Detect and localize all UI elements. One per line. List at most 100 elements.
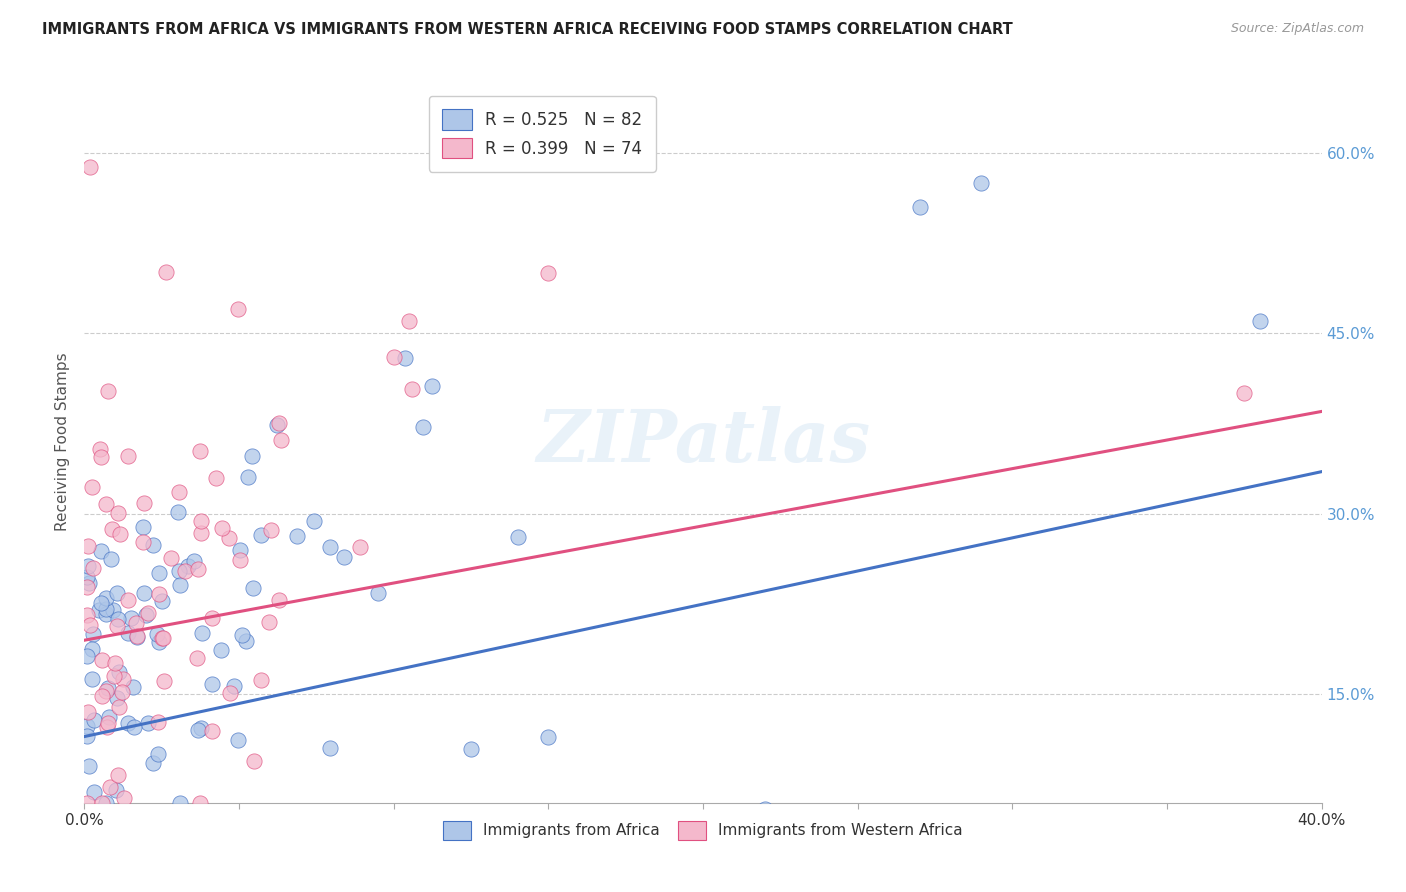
Point: [229, 542, 252, 557]
Point: [226, 302, 249, 317]
Point: [318, 540, 340, 554]
Point: [148, 635, 170, 649]
Point: [537, 266, 560, 280]
Point: [211, 521, 233, 535]
Text: ZIPatlas: ZIPatlas: [536, 406, 870, 477]
Point: [77, 558, 100, 573]
Point: [1249, 314, 1271, 328]
Point: [110, 527, 132, 541]
Point: [367, 586, 389, 600]
Point: [242, 581, 264, 595]
Point: [83, 785, 105, 799]
Point: [169, 485, 191, 500]
Point: [190, 722, 212, 736]
Point: [146, 626, 169, 640]
Point: [94, 497, 117, 511]
Legend: Immigrants from Africa, Immigrants from Western Africa: Immigrants from Africa, Immigrants from …: [437, 815, 969, 846]
Point: [153, 673, 176, 688]
Point: [76, 719, 98, 733]
Point: [120, 610, 142, 624]
Point: [97, 384, 120, 399]
Point: [167, 505, 190, 519]
Y-axis label: Receiving Food Stamps: Receiving Food Stamps: [55, 352, 70, 531]
Point: [101, 523, 124, 537]
Point: [105, 690, 128, 705]
Point: [132, 535, 155, 549]
Point: [94, 602, 117, 616]
Point: [257, 615, 280, 629]
Point: [96, 607, 118, 622]
Point: [148, 566, 170, 581]
Point: [148, 714, 170, 729]
Point: [243, 754, 266, 768]
Point: [112, 673, 135, 687]
Point: [235, 633, 257, 648]
Point: [98, 780, 121, 795]
Point: [394, 351, 416, 365]
Point: [134, 586, 156, 600]
Point: [209, 643, 232, 657]
Point: [90, 596, 112, 610]
Point: [908, 200, 931, 214]
Point: [90, 689, 112, 703]
Point: [77, 705, 100, 719]
Point: [183, 553, 205, 567]
Point: [190, 515, 212, 529]
Point: [537, 730, 560, 744]
Point: [250, 527, 273, 541]
Point: [80, 480, 103, 494]
Point: [79, 160, 101, 174]
Point: [112, 790, 135, 805]
Point: [150, 594, 173, 608]
Point: [229, 553, 252, 567]
Point: [82, 561, 104, 575]
Point: [169, 578, 191, 592]
Point: [754, 802, 776, 816]
Point: [89, 442, 111, 456]
Point: [970, 176, 993, 190]
Point: [117, 450, 139, 464]
Point: [80, 642, 103, 657]
Point: [96, 796, 118, 810]
Point: [218, 531, 240, 545]
Point: [186, 650, 208, 665]
Point: [90, 652, 112, 666]
Point: [188, 796, 211, 810]
Point: [460, 741, 482, 756]
Point: [222, 680, 245, 694]
Point: [79, 618, 101, 632]
Point: [100, 551, 122, 566]
Point: [122, 680, 145, 694]
Point: [420, 378, 443, 392]
Point: [231, 628, 253, 642]
Point: [412, 420, 434, 434]
Point: [111, 684, 134, 698]
Point: [131, 520, 153, 534]
Point: [226, 732, 249, 747]
Point: [82, 627, 104, 641]
Point: [107, 768, 129, 782]
Point: [148, 747, 170, 762]
Point: [398, 314, 420, 328]
Point: [90, 544, 112, 558]
Point: [285, 529, 308, 543]
Point: [201, 676, 224, 690]
Point: [94, 683, 117, 698]
Point: [187, 723, 209, 737]
Point: [250, 673, 273, 688]
Point: [152, 631, 174, 645]
Text: IMMIGRANTS FROM AFRICA VS IMMIGRANTS FROM WESTERN AFRICA RECEIVING FOOD STAMPS C: IMMIGRANTS FROM AFRICA VS IMMIGRANTS FRO…: [42, 22, 1012, 37]
Point: [382, 350, 405, 364]
Point: [96, 720, 118, 734]
Point: [76, 796, 98, 810]
Point: [107, 611, 129, 625]
Point: [169, 796, 191, 810]
Point: [76, 570, 98, 584]
Point: [117, 625, 139, 640]
Point: [107, 700, 129, 714]
Point: [270, 433, 292, 447]
Point: [319, 741, 342, 756]
Text: Source: ZipAtlas.com: Source: ZipAtlas.com: [1230, 22, 1364, 36]
Point: [136, 606, 159, 620]
Point: [77, 576, 100, 591]
